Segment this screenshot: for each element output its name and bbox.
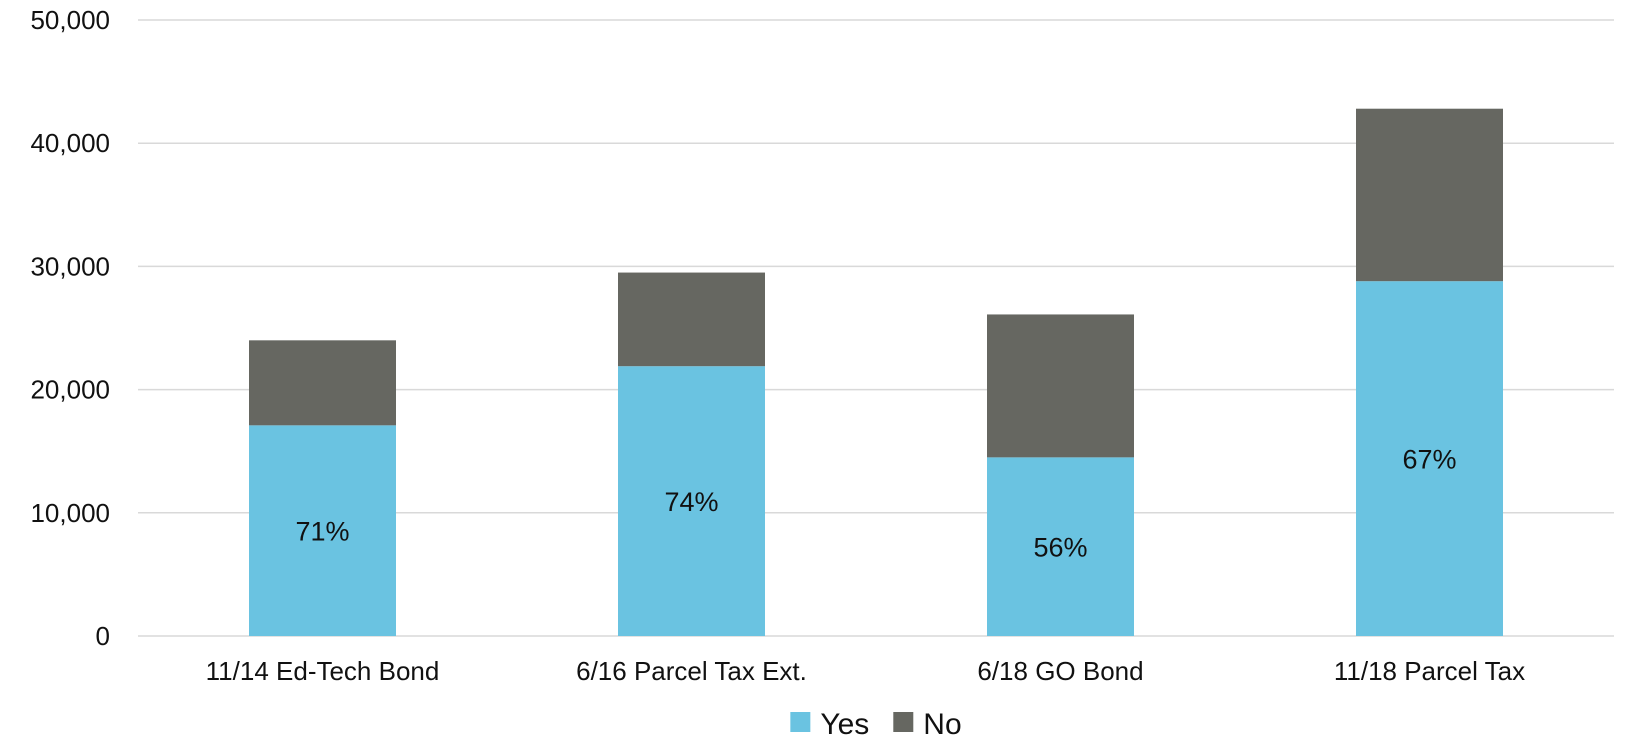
y-tick-label: 50,000 [30,5,110,35]
bar-yes-segment [618,366,765,636]
legend-label-no: No [923,708,961,741]
data-labels: 71% 74% 56% 67% [295,445,1456,563]
bar-no-segment [1356,108,1503,282]
y-axis-tick-labels: 0 10,000 20,000 30,000 40,000 50,000 [30,5,110,651]
bar-data-label: 71% [295,517,349,547]
bar-no-segment [987,314,1134,458]
bar-yes-segment [987,457,1134,636]
bars [249,108,1503,636]
bar-data-label: 56% [1033,533,1087,563]
x-category-label: 6/16 Parcel Tax Ext. [576,656,807,686]
x-category-label: 6/18 GO Bond [977,656,1143,686]
legend-swatch-yes [790,712,811,732]
x-axis-category-labels: 11/14 Ed-Tech Bond 6/16 Parcel Tax Ext. 6/… [206,656,1525,686]
bar-data-label: 67% [1402,445,1456,475]
x-category-label: 11/18 Parcel Tax [1334,656,1525,686]
bar-no-segment [618,272,765,367]
bar-yes-segment [249,425,396,636]
legend-swatch-no [893,712,914,732]
y-tick-label: 10,000 [30,498,110,528]
bar-yes-segment [1356,281,1503,636]
bar-data-label: 74% [664,487,718,517]
y-tick-label: 40,000 [30,128,110,158]
x-category-label: 11/14 Ed-Tech Bond [206,656,440,686]
legend: Yes No [790,708,962,741]
y-tick-label: 0 [96,621,110,651]
y-tick-label: 20,000 [30,375,110,405]
legend-label-yes: Yes [820,708,869,741]
bar-no-segment [249,340,396,426]
y-tick-label: 30,000 [30,251,110,281]
